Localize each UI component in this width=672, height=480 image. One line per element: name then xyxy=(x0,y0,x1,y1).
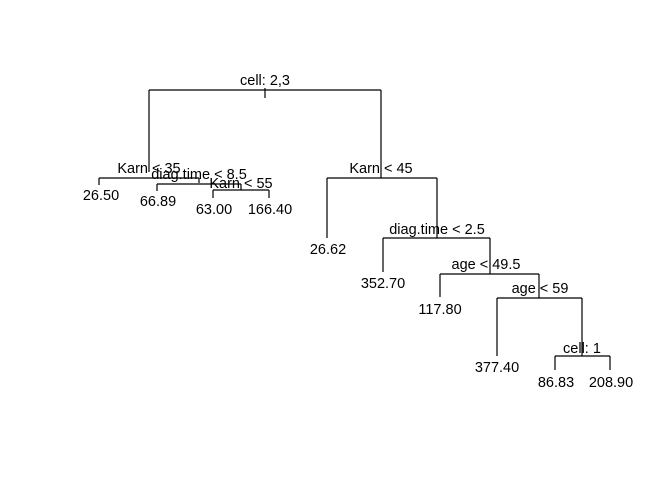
left-karn-split: Karn < 35 xyxy=(98,161,200,185)
right-age1-split: age < 49.5 xyxy=(439,257,540,298)
right-age2-split: age < 59 xyxy=(496,281,583,356)
leaf-value: 352.70 xyxy=(361,276,405,292)
left-karn55-label: Karn < 55 xyxy=(209,176,272,192)
leaf-value: 26.62 xyxy=(310,242,346,258)
left-karn55-split: Karn < 55 xyxy=(209,176,273,198)
leaf-value: 66.89 xyxy=(140,194,176,210)
right-diag-split: diag.time < 2.5 xyxy=(382,222,491,274)
right-karn-split: Karn < 45 xyxy=(326,161,438,238)
leaf-value: 63.00 xyxy=(196,202,232,218)
right-cell-label: cell: 1 xyxy=(563,341,601,357)
right-cell-split: cell: 1 xyxy=(554,341,611,370)
left-karn-label: Karn < 35 xyxy=(117,161,180,177)
leaf-value: 208.90 xyxy=(589,375,633,391)
leaf-value: 26.50 xyxy=(83,188,119,204)
right-diag-label: diag.time < 2.5 xyxy=(389,222,485,238)
right-age1-label: age < 49.5 xyxy=(452,257,521,273)
root-split: cell: 2,3 xyxy=(148,73,382,178)
leaf-value: 117.80 xyxy=(418,302,461,318)
leaf-value: 86.83 xyxy=(538,375,574,391)
leaf-value: 377.40 xyxy=(475,360,519,376)
leaf-value: 166.40 xyxy=(248,202,292,218)
right-age2-label: age < 59 xyxy=(512,281,569,297)
right-karn-label: Karn < 45 xyxy=(349,161,412,177)
left-diag-split: diag.time < 8.5 xyxy=(151,167,247,191)
root-split-label: cell: 2,3 xyxy=(240,73,290,89)
left-diag-label: diag.time < 8.5 xyxy=(151,167,247,183)
